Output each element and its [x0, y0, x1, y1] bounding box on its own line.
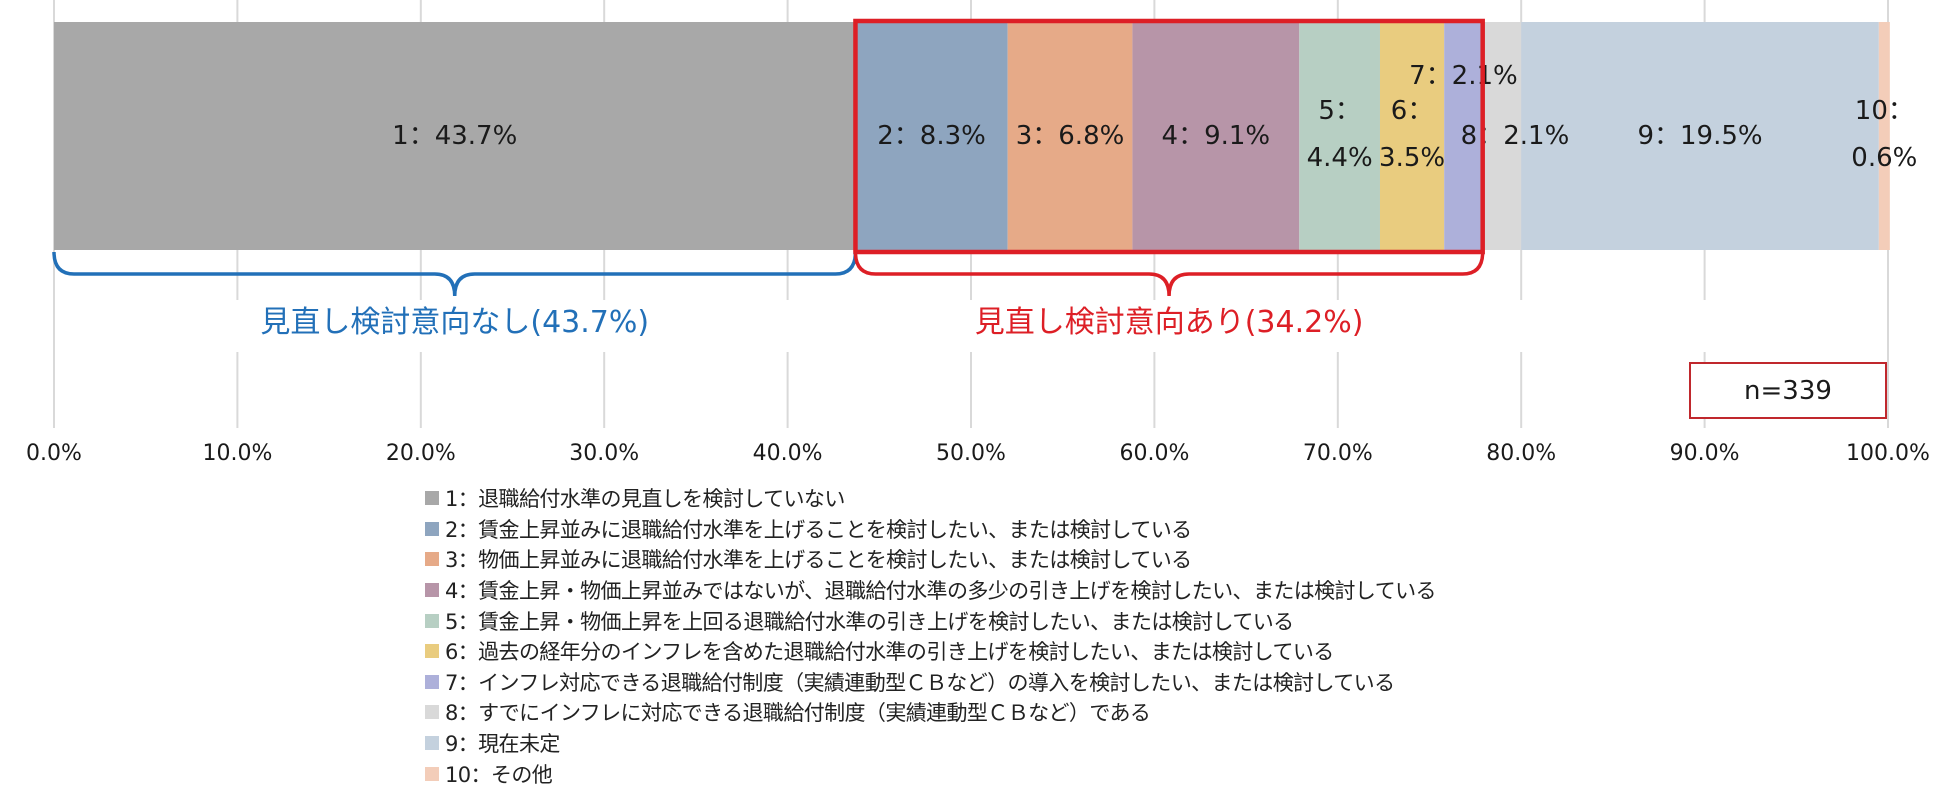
- x-tick-label: 0.0%: [26, 441, 82, 466]
- x-tick-label: 20.0%: [386, 441, 456, 466]
- data-label-10: 0.6%: [1851, 143, 1917, 173]
- data-label-6: 3.5%: [1379, 143, 1445, 173]
- legend-label: 6：過去の経年分のインフレを含めた退職給付水準の引き上げを検討したい、または検討…: [445, 640, 1334, 665]
- legend-label: 3：物価上昇並みに退職給付水準を上げることを検討したい、または検討している: [445, 548, 1192, 573]
- data-label-1: 1：43.7%: [392, 121, 517, 151]
- legend-item: 2：賃金上昇並みに退職給付水準を上げることを検討したい、または検討している: [425, 514, 1436, 545]
- x-tick-label: 70.0%: [1303, 441, 1373, 466]
- legend-item: 9：現在未定: [425, 728, 1436, 759]
- stacked-bar-chart: 1：43.7% 2：8.3% 3：6.8% 4：9.1% 5： 4.4% 6： 3.5% 7：2…: [26, 0, 1930, 466]
- x-tick-label: 80.0%: [1486, 441, 1556, 466]
- data-label-9: 9：19.5%: [1637, 121, 1762, 151]
- legend-label: 7：インフレ対応できる退職給付制度（実績連動型ＣＢなど）の導入を検討したい、また…: [445, 670, 1395, 695]
- legend-swatch: [425, 491, 439, 506]
- legend-label: 1：退職給付水準の見直しを検討していない: [445, 487, 845, 512]
- data-label-6: 6：: [1391, 96, 1434, 126]
- bar-segment-6: [1379, 22, 1445, 250]
- legend-label: 2：賃金上昇並みに退職給付水準を上げることを検討したい、または検討している: [445, 517, 1192, 542]
- legend-swatch: [425, 674, 439, 689]
- data-label-10: 10：: [1855, 96, 1914, 126]
- bar-segment-8: [1482, 22, 1522, 250]
- legend-swatch: [425, 613, 439, 628]
- legend-label: 5：賃金上昇・物価上昇を上回る退職給付水準の引き上げを検討したい、または検討して…: [445, 609, 1294, 634]
- legend-item: 5：賃金上昇・物価上昇を上回る退職給付水準の引き上げを検討したい、または検討して…: [425, 605, 1436, 636]
- data-label-5: 4.4%: [1307, 143, 1373, 173]
- x-tick-label: 10.0%: [202, 441, 272, 466]
- legend-item: 7：インフレ対応できる退職給付制度（実績連動型ＣＢなど）の導入を検討したい、また…: [425, 667, 1436, 698]
- x-tick-label: 50.0%: [936, 441, 1006, 466]
- data-label-5: 5：: [1318, 96, 1361, 126]
- bar-segment-9: [1521, 22, 1879, 250]
- legend-swatch: [425, 521, 439, 536]
- x-tick-label: 60.0%: [1119, 441, 1189, 466]
- bar-segment-3: [1007, 22, 1133, 250]
- data-label-8: 8：2.1%: [1461, 121, 1570, 151]
- legend-swatch: [425, 736, 439, 751]
- legend-swatch: [425, 705, 439, 720]
- legend-label: 8：すでにインフレに対応できる退職給付制度（実績連動型ＣＢなど）である: [445, 701, 1151, 726]
- sample-size-box: [1689, 362, 1887, 419]
- bar-segment-4: [1132, 22, 1300, 250]
- legend-swatch: [425, 552, 439, 567]
- legend-item: 10：その他: [425, 758, 1436, 789]
- legend-item: 6：過去の経年分のインフレを含めた退職給付水準の引き上げを検討したい、または検討…: [425, 636, 1436, 667]
- x-tick-label: 100.0%: [1846, 441, 1930, 466]
- legend-swatch: [425, 644, 439, 659]
- data-label-3: 3：6.8%: [1016, 121, 1125, 151]
- legend-item: 8：すでにインフレに対応できる退職給付制度（実績連動型ＣＢなど）である: [425, 697, 1436, 728]
- legend-label: 4：賃金上昇・物価上昇並みではないが、退職給付水準の多少の引き上げを検討したい、…: [445, 579, 1437, 604]
- bar-segment-7: [1444, 22, 1483, 250]
- group-label-review: 見直し検討意向あり(34.2%): [975, 305, 1364, 340]
- highlight-box: [853, 18, 1485, 255]
- brace-no-review: [52, 251, 858, 297]
- label-backdrop: [200, 300, 1720, 352]
- x-tick-label: 90.0%: [1670, 441, 1740, 466]
- data-label-7: 7：2.1%: [1409, 61, 1518, 91]
- legend-label: 9：現在未定: [445, 732, 560, 757]
- bar-segment-10: [1878, 22, 1890, 250]
- data-label-4: 4：9.1%: [1162, 121, 1271, 151]
- x-tick-label: 40.0%: [753, 441, 823, 466]
- group-label-no-review: 見直し検討意向なし(43.7%): [260, 305, 649, 340]
- x-tick-label: 30.0%: [569, 441, 639, 466]
- sample-size-label: n=339: [1744, 376, 1832, 406]
- brace-review: [853, 251, 1485, 297]
- legend-label: 10：その他: [445, 762, 553, 787]
- legend-item: 3：物価上昇並みに退職給付水準を上げることを検討したい、または検討している: [425, 544, 1436, 575]
- chart-legend: 1：退職給付水準の見直しを検討していない 2：賃金上昇並みに退職給付水準を上げるこ…: [425, 483, 1437, 789]
- legend-item: 4：賃金上昇・物価上昇並みではないが、退職給付水準の多少の引き上げを検討したい、…: [425, 575, 1437, 606]
- legend-swatch: [425, 583, 439, 598]
- bar-segment-5: [1299, 22, 1380, 250]
- data-label-2: 2：8.3%: [877, 121, 986, 151]
- legend-item: 1：退職給付水準の見直しを検討していない: [425, 483, 1436, 514]
- legend-swatch: [425, 766, 439, 781]
- bar-segment-1: [54, 22, 856, 250]
- bar-segment-2: [855, 22, 1008, 250]
